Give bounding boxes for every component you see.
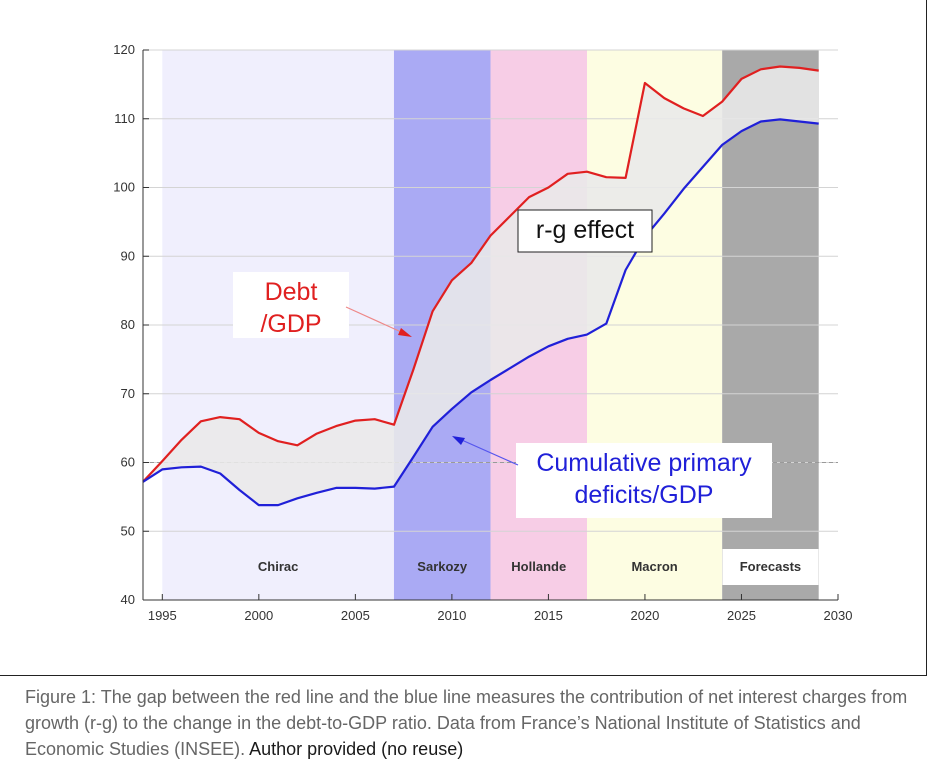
- y-tick-label: 100: [113, 180, 135, 195]
- deficits-label-line: Cumulative primary: [536, 449, 752, 477]
- x-tick-label: 2020: [630, 608, 659, 623]
- x-tick-label: 2005: [341, 608, 370, 623]
- caption-credit: Author provided (no reuse): [249, 739, 463, 759]
- y-tick-label: 110: [114, 111, 135, 126]
- debt-gdp-chart: 40 50 60 70 80 90 100 110 120 1995 2000 2005 2010 201…: [0, 0, 939, 680]
- y-tick-label: 60: [121, 455, 135, 470]
- figure-caption: Figure 1: The gap between the red line a…: [25, 684, 915, 762]
- rg-effect-label: r-g effect: [536, 216, 634, 244]
- y-tick-label: 50: [121, 523, 135, 538]
- x-tick-label: 2015: [534, 608, 563, 623]
- x-tick-label: 2025: [727, 608, 756, 623]
- period-label-chirac: Chirac: [258, 559, 298, 574]
- debt-label-line: /GDP: [260, 310, 321, 338]
- x-tick-label: 2030: [824, 608, 853, 623]
- y-tick-label: 40: [121, 592, 135, 607]
- x-tick-label: 1995: [148, 608, 177, 623]
- y-tick-label: 120: [113, 42, 135, 57]
- period-label-sarkozy: Sarkozy: [417, 559, 468, 574]
- x-tick-label: 2000: [244, 608, 273, 623]
- deficits-label-line: deficits/GDP: [575, 481, 714, 509]
- period-label-hollande: Hollande: [511, 559, 566, 574]
- caption-text: Figure 1: The gap between the red line a…: [25, 687, 907, 759]
- period-label-macron: Macron: [631, 559, 677, 574]
- y-tick-label: 80: [121, 317, 135, 332]
- period-label-forecasts: Forecasts: [740, 559, 801, 574]
- y-tick-label: 70: [121, 386, 135, 401]
- y-tick-label: 90: [121, 248, 135, 263]
- x-tick-label: 2010: [437, 608, 466, 623]
- debt-label-line: Debt: [265, 278, 318, 306]
